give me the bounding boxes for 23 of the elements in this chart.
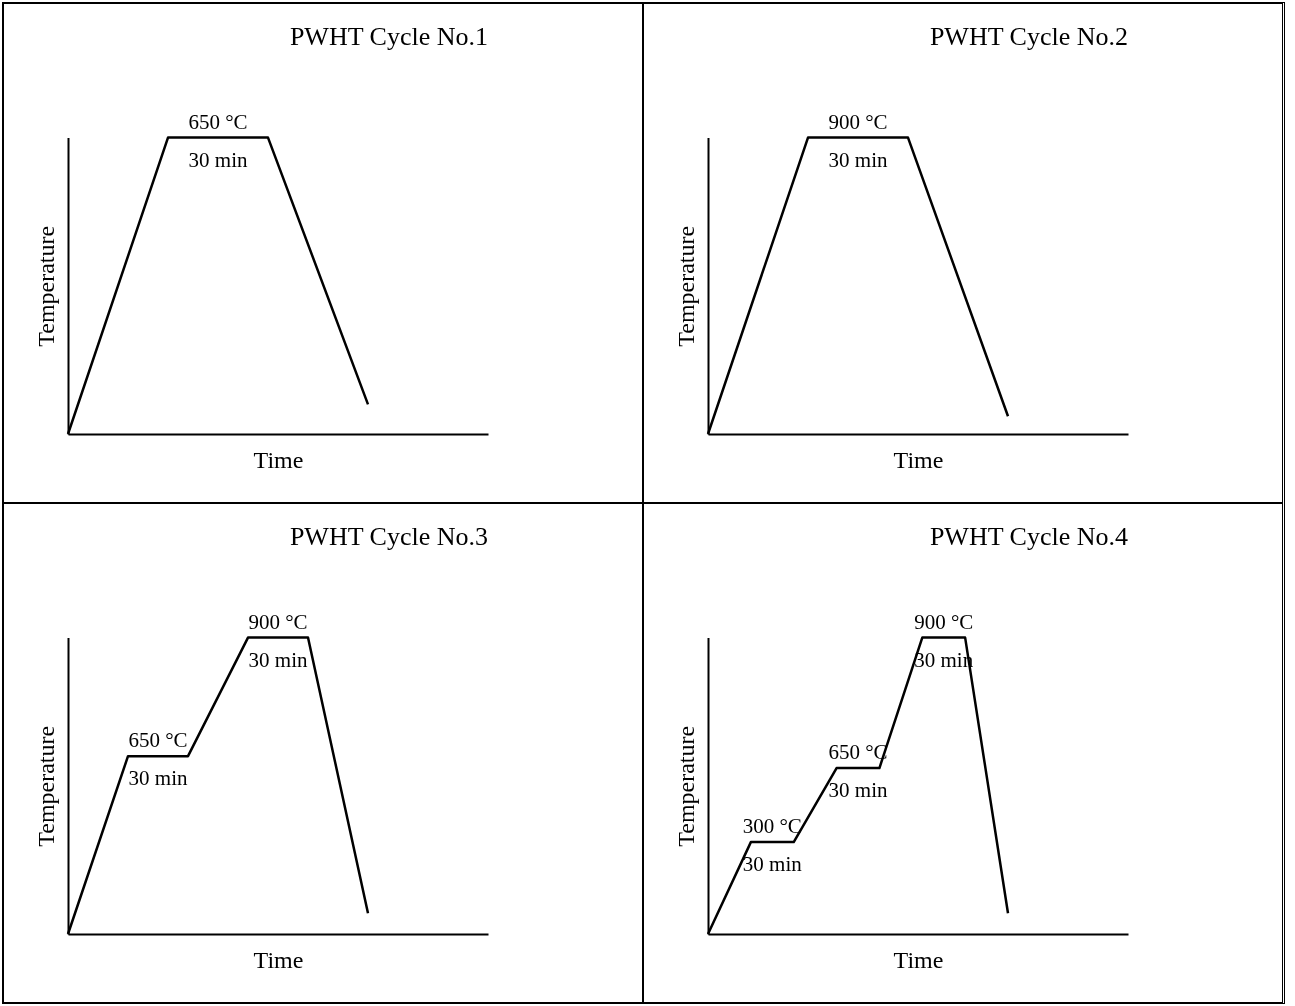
x-axis-title: Time [893, 446, 944, 473]
chart-title: PWHT Cycle No.1 [289, 22, 488, 51]
chart-title: PWHT Cycle No.3 [289, 522, 488, 551]
annotation: 900 °C [914, 609, 974, 634]
annotation: 650 °C [188, 109, 248, 134]
chart-title: PWHT Cycle No.4 [929, 522, 1128, 551]
y-axis-title: Temperature [672, 725, 699, 847]
annotation: 30 min [828, 147, 888, 172]
annotation: 30 min [128, 766, 188, 791]
annotation: 30 min [188, 147, 248, 172]
x-axis-title: Time [253, 446, 304, 473]
chart-title: PWHT Cycle No.2 [929, 22, 1128, 51]
y-axis-title: Temperature [32, 725, 59, 847]
y-axis-title: Temperature [32, 225, 59, 347]
annotation: 30 min [828, 778, 888, 803]
annotation: 900 °C [828, 109, 888, 134]
x-axis-title: Time [253, 946, 304, 973]
annotation: 900 °C [248, 609, 308, 634]
x-axis-title: Time [893, 946, 944, 973]
annotation: 30 min [248, 647, 308, 672]
y-axis-title: Temperature [672, 225, 699, 347]
annotation: 30 min [742, 852, 803, 877]
annotation: 650 °C [128, 728, 188, 753]
